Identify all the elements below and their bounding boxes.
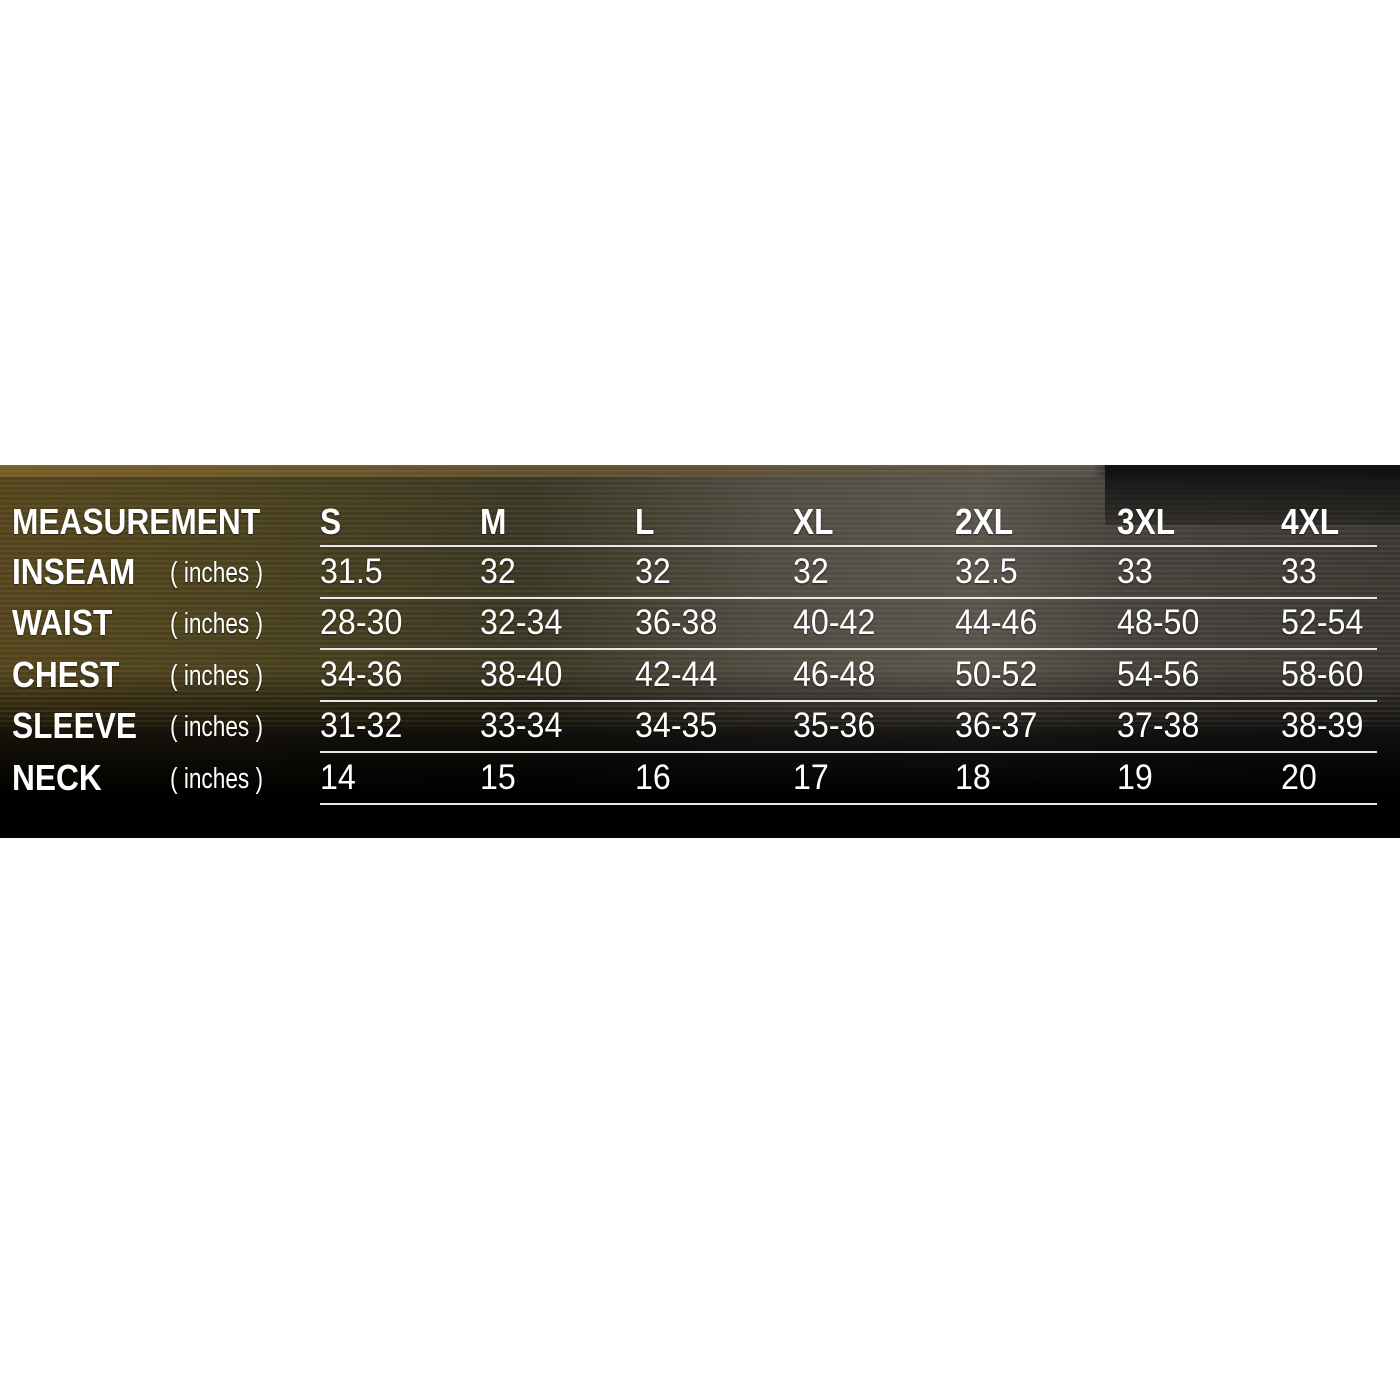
- size-value-cell: 32: [480, 552, 516, 591]
- row-divider: [320, 545, 1377, 547]
- size-value-cell: 34-36: [320, 655, 403, 694]
- size-value-cell: 32.5: [955, 552, 1018, 591]
- row-divider: [320, 803, 1377, 805]
- size-value-cell: 34-35: [635, 706, 718, 745]
- size-value-cell: 36-37: [955, 706, 1038, 745]
- size-header-m: M: [480, 501, 507, 542]
- size-value-cell: 33: [1281, 552, 1317, 591]
- size-value-cell: 32-34: [480, 603, 563, 642]
- size-value-cell: 36-38: [635, 603, 718, 642]
- size-value-cell: 19: [1117, 758, 1153, 797]
- size-header-s: S: [320, 501, 342, 542]
- size-value-cell: 20: [1281, 758, 1317, 797]
- size-value-cell: 54-56: [1117, 655, 1200, 694]
- row-unit: ( inches ): [170, 660, 264, 692]
- size-value-cell: 35-36: [793, 706, 876, 745]
- size-value-cell: 31.5: [320, 552, 383, 591]
- size-header-4xl: 4XL: [1281, 501, 1340, 542]
- size-value-cell: 40-42: [793, 603, 876, 642]
- size-value-cell: 50-52: [955, 655, 1038, 694]
- size-value-cell: 18: [955, 758, 991, 797]
- background-photo-edge: [0, 465, 1400, 477]
- row-label-chest: CHEST: [12, 654, 120, 695]
- size-value-cell: 17: [793, 758, 829, 797]
- row-divider: [320, 597, 1377, 599]
- size-value-cell: 42-44: [635, 655, 718, 694]
- background-dock-shadow: [1105, 465, 1400, 525]
- size-chart: MEASUREMENT S M L XL 2XL 3XL 4XL INSEAM ( inches…: [0, 465, 1400, 838]
- size-header-2xl: 2XL: [955, 501, 1014, 542]
- size-value-cell: 44-46: [955, 603, 1038, 642]
- size-header-l: L: [635, 501, 655, 542]
- measurement-header: MEASUREMENT: [12, 501, 261, 542]
- size-value-cell: 38-40: [480, 655, 563, 694]
- row-unit: ( inches ): [170, 763, 264, 795]
- size-header-xl: XL: [793, 501, 834, 542]
- size-value-cell: 38-39: [1281, 706, 1364, 745]
- row-unit: ( inches ): [170, 557, 264, 589]
- size-header-3xl: 3XL: [1117, 501, 1176, 542]
- size-value-cell: 33: [1117, 552, 1153, 591]
- size-value-cell: 16: [635, 758, 671, 797]
- size-value-cell: 15: [480, 758, 516, 797]
- row-unit: ( inches ): [170, 608, 264, 640]
- row-label-neck: NECK: [12, 757, 102, 798]
- row-divider: [320, 700, 1377, 702]
- row-label-inseam: INSEAM: [12, 551, 136, 592]
- size-value-cell: 14: [320, 758, 356, 797]
- size-value-cell: 28-30: [320, 603, 403, 642]
- size-value-cell: 31-32: [320, 706, 403, 745]
- size-value-cell: 33-34: [480, 706, 563, 745]
- size-value-cell: 58-60: [1281, 655, 1364, 694]
- size-value-cell: 46-48: [793, 655, 876, 694]
- size-value-cell: 37-38: [1117, 706, 1200, 745]
- size-value-cell: 52-54: [1281, 603, 1364, 642]
- row-unit: ( inches ): [170, 711, 264, 743]
- row-divider: [320, 648, 1377, 650]
- size-value-cell: 32: [793, 552, 829, 591]
- row-label-sleeve: SLEEVE: [12, 705, 138, 746]
- row-label-waist: WAIST: [12, 602, 113, 643]
- size-value-cell: 32: [635, 552, 671, 591]
- row-divider: [320, 751, 1377, 753]
- size-value-cell: 48-50: [1117, 603, 1200, 642]
